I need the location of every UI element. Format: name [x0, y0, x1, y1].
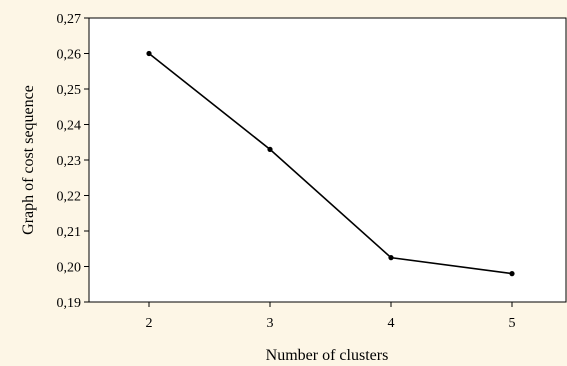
x-axis: 2 3 4 5	[146, 302, 516, 331]
y-tick-label: 0,21	[57, 225, 82, 240]
x-tick-label: 2	[146, 316, 153, 331]
data-point	[267, 146, 273, 152]
y-tick-label: 0,25	[57, 83, 82, 98]
y-tick-label: 0,20	[57, 261, 82, 276]
data-point	[509, 271, 515, 277]
data-points	[146, 50, 515, 277]
y-axis-title: Graph of cost sequence	[20, 85, 37, 235]
y-tick-label: 0,27	[57, 12, 82, 27]
data-point	[146, 50, 152, 57]
y-tick-label: 0,24	[57, 119, 82, 134]
y-tick-label: 0,22	[57, 190, 82, 205]
y-tick-label: 0,19	[57, 296, 82, 311]
x-tick-label: 3	[267, 316, 274, 331]
y-tick-label: 0,23	[57, 154, 82, 169]
y-tick-label: 0,26	[57, 48, 82, 63]
plot-area	[88, 17, 567, 303]
x-axis-title: Number of clusters	[266, 347, 389, 364]
series-line	[148, 52, 513, 275]
y-axis: 0,19 0,20 0,21 0,22 0,23 0,24 0,25 0,26 0,27	[57, 12, 89, 311]
x-tick-label: 5	[509, 316, 516, 331]
data-point	[388, 255, 394, 261]
x-tick-label: 4	[388, 316, 395, 331]
